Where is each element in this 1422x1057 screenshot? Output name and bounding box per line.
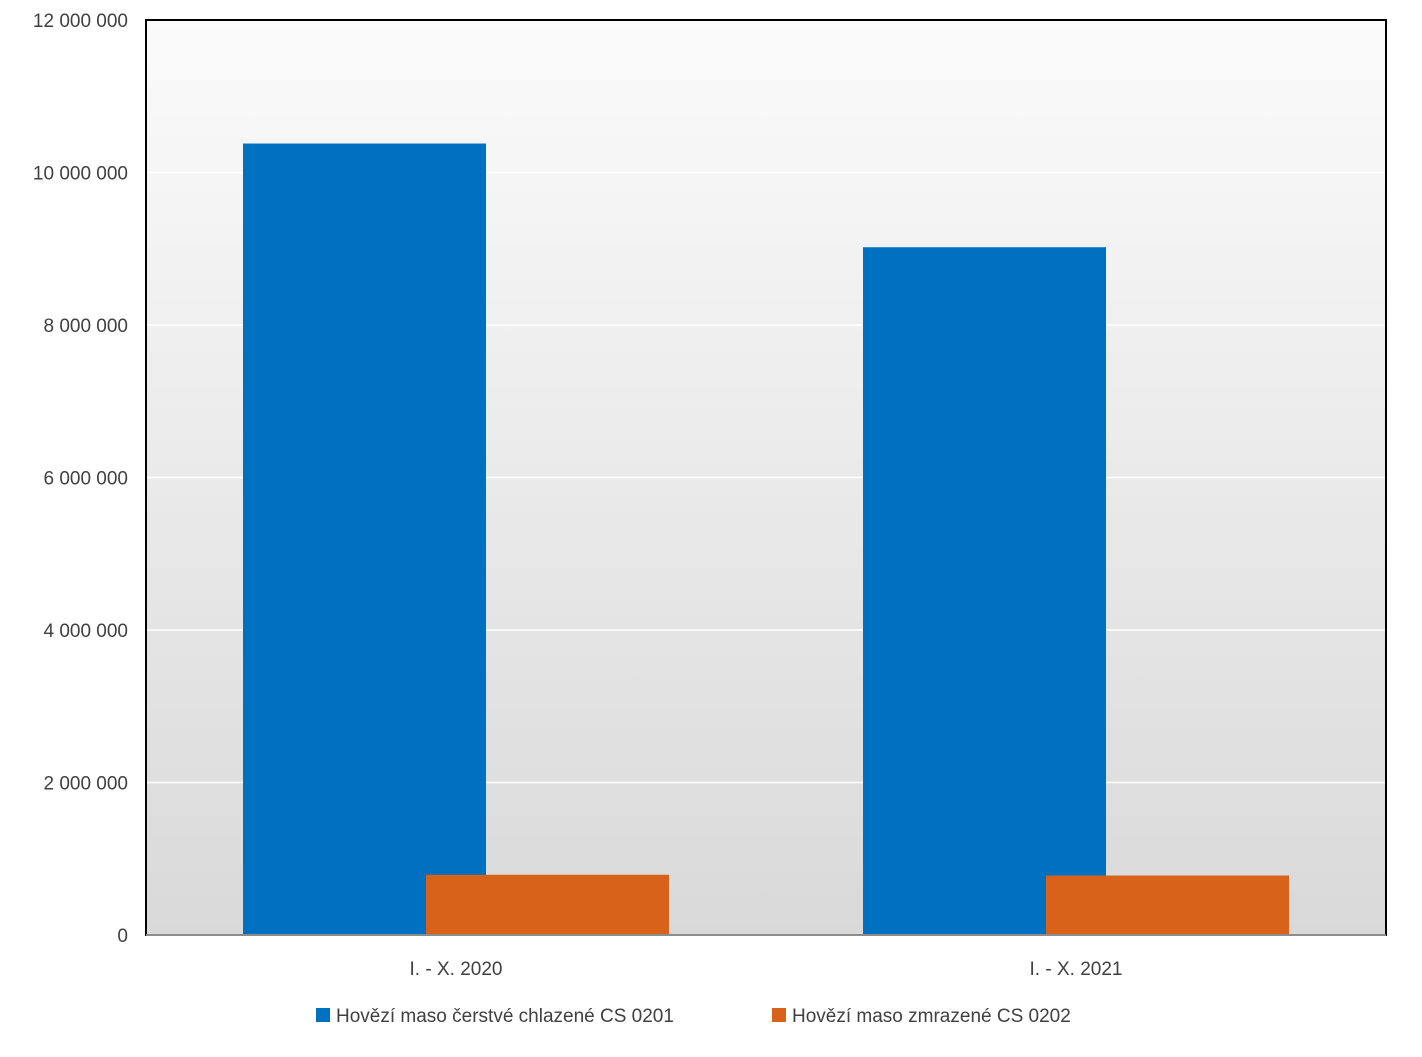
legend-label: Hovězí maso čerstvé chlazené CS 0201 xyxy=(336,1006,674,1027)
y-tick-label: 8 000 000 xyxy=(43,316,128,337)
y-tick-label: 10 000 000 xyxy=(33,164,128,185)
y-tick-label: 6 000 000 xyxy=(43,469,128,490)
x-category-label: I. - X. 2020 xyxy=(410,959,503,980)
bar-chlazene-1 xyxy=(863,247,1106,936)
bar-chlazene-0 xyxy=(243,143,486,935)
x-category-label: I. - X. 2021 xyxy=(1030,959,1123,980)
legend-label: Hovězí maso zmrazené CS 0202 xyxy=(792,1006,1071,1027)
y-tick-label: 4 000 000 xyxy=(43,621,128,642)
y-tick-label: 12 000 000 xyxy=(33,11,128,32)
bar-zmrazene-1 xyxy=(1046,875,1289,935)
bar-zmrazene-0 xyxy=(426,874,669,935)
legend: Hovězí maso čerstvé chlazené CS 0201 Hově… xyxy=(316,1006,1071,1027)
bars xyxy=(243,143,1289,936)
x-axis-categories: I. - X. 2020 I. - X. 2021 xyxy=(410,959,1123,980)
y-tick-label: 0 xyxy=(117,926,128,947)
y-tick-label: 2 000 000 xyxy=(43,774,128,795)
legend-swatch xyxy=(316,1008,330,1022)
y-axis-ticks: 0 2 000 000 4 000 000 6 000 000 8 000 000 10 … xyxy=(33,11,128,947)
legend-swatch xyxy=(772,1008,786,1022)
